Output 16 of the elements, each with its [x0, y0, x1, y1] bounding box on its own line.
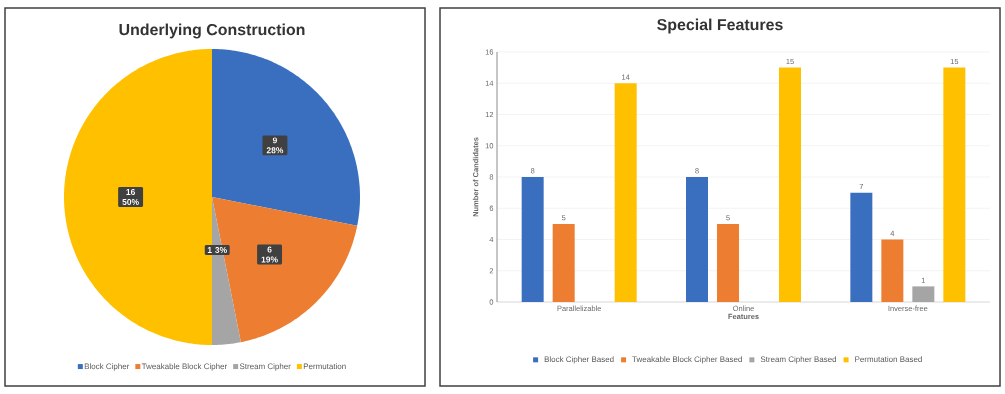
chart-title: Special Features — [657, 18, 783, 34]
data-label: 16 50% — [122, 189, 139, 205]
data-label: 1 3% — [207, 247, 227, 254]
bar — [521, 177, 544, 302]
bar — [943, 67, 966, 302]
chart-title: Underlying Construction — [119, 23, 305, 39]
bar — [614, 83, 637, 302]
bar — [850, 192, 873, 302]
bar — [881, 239, 904, 302]
bar — [686, 177, 709, 302]
bar — [552, 223, 575, 302]
bar — [912, 286, 935, 302]
bar — [717, 223, 740, 302]
data-label: 9 28% — [266, 137, 284, 154]
data-label: 6 19% — [261, 246, 278, 263]
bar — [779, 67, 802, 302]
